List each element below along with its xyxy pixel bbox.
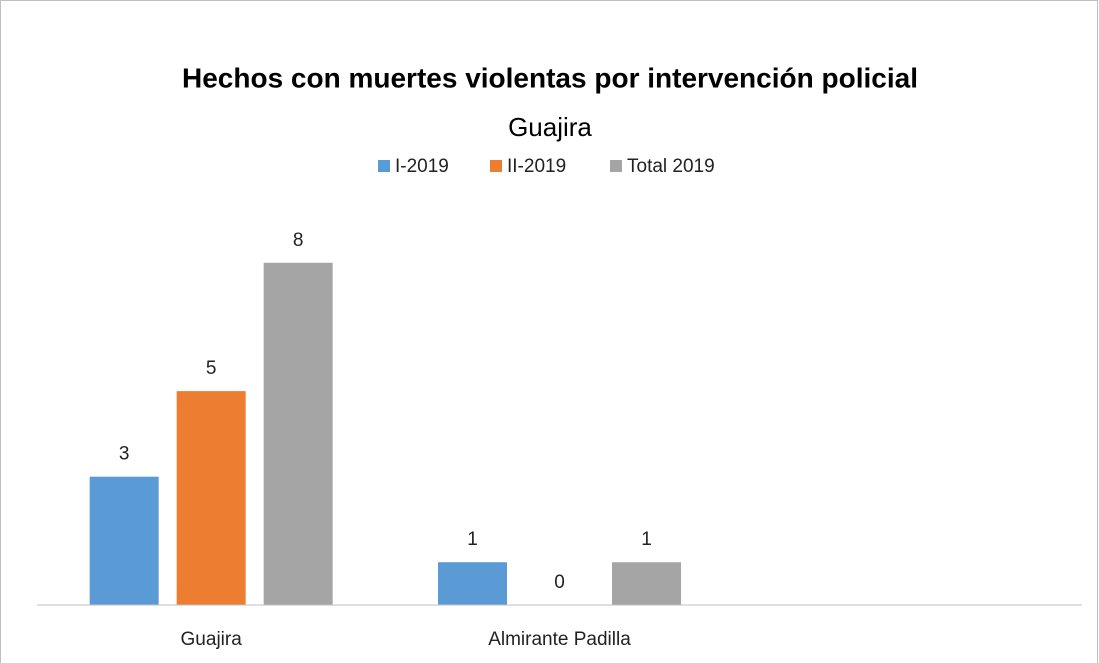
bar (89, 476, 159, 605)
data-label: 8 (293, 230, 304, 251)
bar (176, 391, 246, 605)
bar (612, 562, 681, 605)
legend-swatch (490, 160, 502, 172)
legend-swatch (378, 160, 390, 172)
legend-swatch (610, 160, 622, 172)
legend-label: I-2019 (395, 156, 449, 177)
chart-title: Hechos con muertes violentas por interve… (182, 62, 918, 93)
chart-subtitle: Guajira (508, 112, 592, 142)
bar (263, 262, 333, 605)
data-label: 5 (206, 358, 217, 379)
data-label: 0 (554, 572, 565, 593)
data-label: 1 (467, 529, 478, 550)
bar (438, 562, 507, 605)
legend-label: Total 2019 (627, 156, 715, 177)
data-label: 3 (119, 444, 130, 465)
x-tick-label: Almirante Padilla (488, 629, 631, 650)
data-label: 1 (641, 529, 652, 550)
legend-label: II-2019 (507, 156, 566, 177)
x-tick-label: Guajira (181, 629, 243, 650)
